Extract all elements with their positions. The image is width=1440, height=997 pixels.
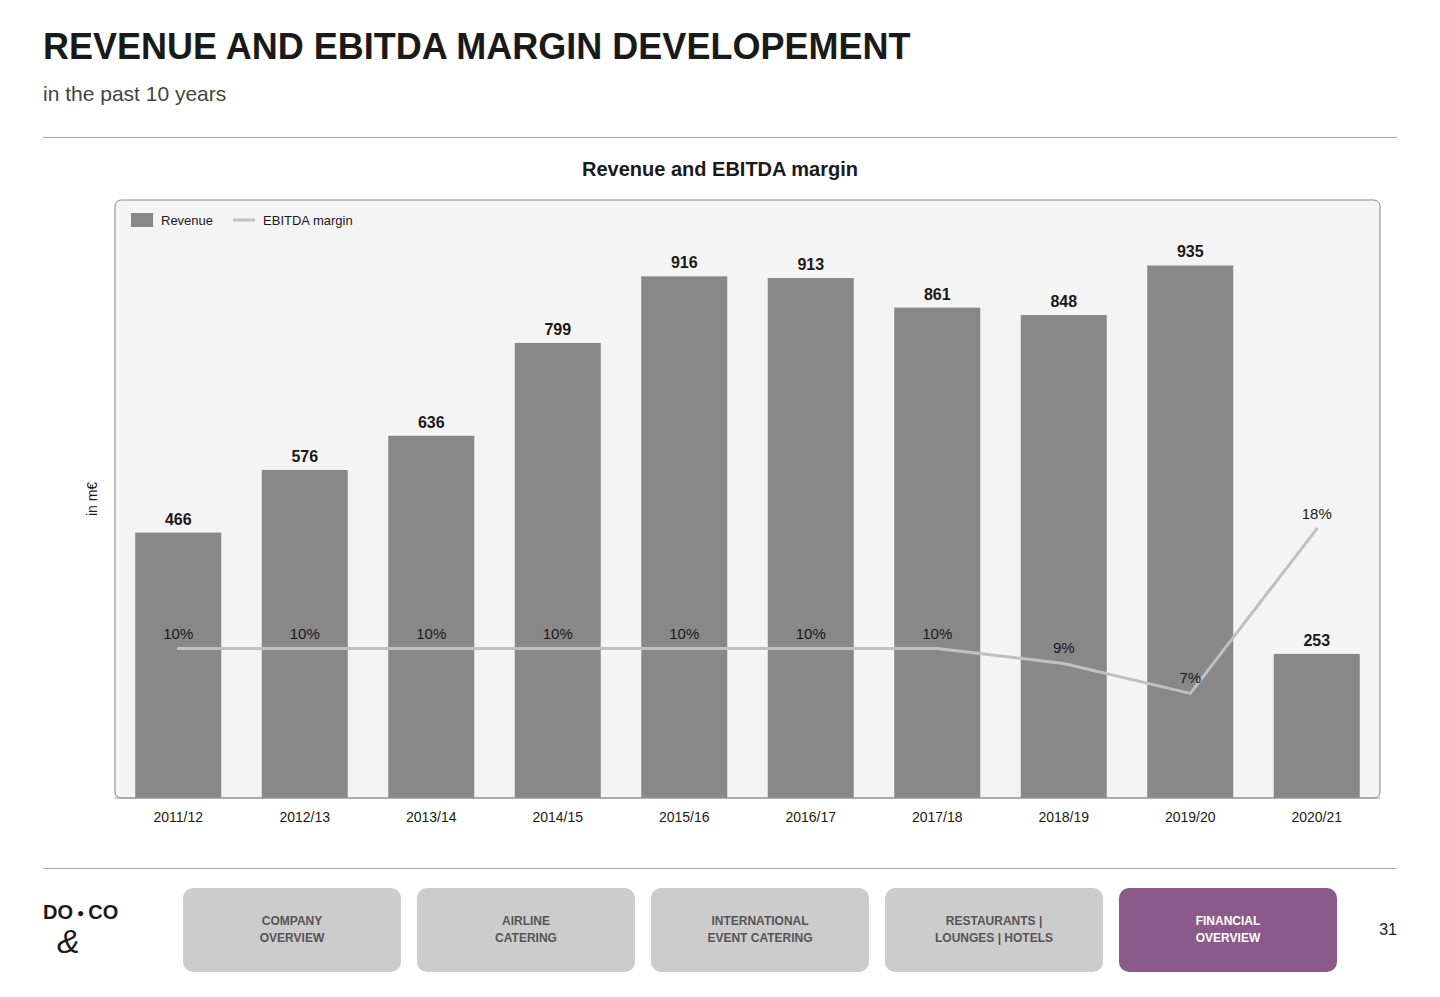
x-tick-label: 2014/15 — [532, 809, 583, 825]
bar-label: 913 — [797, 256, 824, 273]
header: REVENUE AND EBITDA MARGIN DEVELOPEMENT in… — [43, 0, 1397, 138]
bar-label: 466 — [165, 511, 192, 528]
bar — [1274, 654, 1360, 798]
nav: COMPANY OVERVIEWAIRLINE CATERINGINTERNAT… — [183, 888, 1337, 972]
bar — [515, 343, 601, 798]
margin-label: 9% — [1053, 639, 1075, 656]
bar — [894, 308, 980, 798]
chart-title: Revenue and EBITDA margin — [582, 158, 858, 180]
bar — [135, 533, 221, 798]
logo: DO ● CO& — [43, 901, 183, 958]
nav-button[interactable]: RESTAURANTS | LOUNGES | HOTELS — [885, 888, 1103, 972]
legend-swatch — [131, 213, 153, 227]
bar-label: 253 — [1303, 632, 1330, 649]
logo-text: DO — [43, 901, 73, 924]
x-tick-label: 2017/18 — [912, 809, 963, 825]
page-number: 31 — [1337, 921, 1397, 939]
marks — [135, 265, 1360, 798]
footer: DO ● CO& COMPANY OVERVIEWAIRLINE CATERINGIN… — [43, 868, 1397, 990]
bar-label: 848 — [1050, 293, 1077, 310]
y-axis-label: in m€ — [84, 482, 100, 516]
line — [178, 529, 1317, 693]
bar — [388, 436, 474, 798]
chart: Revenue and EBITDA margin 466 576 636 799 916… — [0, 138, 1440, 868]
x-tick-label: 2011/12 — [153, 809, 203, 825]
logo-text: CO — [88, 901, 118, 924]
bar-label: 799 — [544, 321, 571, 338]
x-tick-label: 2018/19 — [1038, 809, 1089, 825]
nav-button[interactable]: FINANCIAL OVERVIEW — [1119, 888, 1337, 972]
bar — [262, 470, 348, 798]
bar — [1147, 265, 1233, 798]
margin-label: 10% — [669, 625, 699, 642]
page-title: REVENUE AND EBITDA MARGIN DEVELOPEMENT — [43, 26, 1397, 68]
x-tick-label: 2012/13 — [279, 809, 330, 825]
margin-label: 10% — [922, 625, 952, 642]
margin-label: 18% — [1302, 505, 1332, 522]
legend-item: Revenue — [131, 213, 213, 228]
nav-button[interactable]: COMPANY OVERVIEW — [183, 888, 401, 972]
labels: 466 576 636 799 916 913 861 848 935 253 10% 10% 10% 1… — [163, 243, 1332, 686]
bar-label: 935 — [1177, 243, 1204, 260]
nav-button[interactable]: AIRLINE CATERING — [417, 888, 635, 972]
bar — [641, 276, 727, 798]
margin-label: 10% — [543, 625, 573, 642]
legend: Revenue EBITDA margin — [131, 213, 353, 228]
legend-label: Revenue — [161, 213, 213, 228]
plot-frame — [115, 200, 1380, 798]
logo-row: DO ● CO — [43, 901, 118, 924]
x-tick-label: 2015/16 — [659, 809, 710, 825]
legend-swatch — [233, 219, 255, 222]
bar-label: 636 — [418, 414, 445, 431]
bar — [1021, 315, 1107, 798]
x-tick-label: 2013/14 — [406, 809, 457, 825]
margin-label: 10% — [290, 625, 320, 642]
logo-dot: ● — [77, 906, 84, 920]
nav-button[interactable]: INTERNATIONAL EVENT CATERING — [651, 888, 869, 972]
margin-label: 10% — [796, 625, 826, 642]
x-tick-label: 2019/20 — [1165, 809, 1216, 825]
bar — [768, 278, 854, 798]
bar-label: 861 — [924, 286, 951, 303]
legend-item: EBITDA margin — [233, 213, 353, 228]
x-tick-label: 2016/17 — [785, 809, 836, 825]
bar-label: 576 — [291, 448, 318, 465]
margin-label: 10% — [416, 625, 446, 642]
margin-label: 10% — [163, 625, 193, 642]
x-tick-label: 2020/21 — [1291, 809, 1342, 825]
bar-label: 916 — [671, 254, 698, 271]
legend-label: EBITDA margin — [263, 213, 353, 228]
margin-label: 7% — [1179, 669, 1201, 686]
page-subtitle: in the past 10 years — [43, 82, 1397, 106]
x-axis-line — [115, 798, 1380, 799]
logo-amp: & — [57, 924, 80, 958]
